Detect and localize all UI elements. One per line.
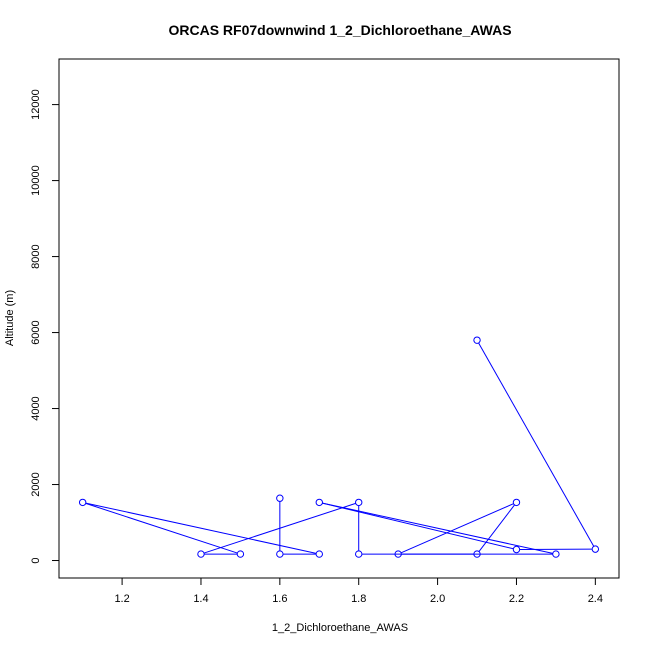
x-axis: 1.2 1.4 1.6 1.8 2.0 2.2 2.4 [114, 577, 603, 605]
series-segment [85, 502, 238, 554]
data-point [473, 336, 481, 344]
series-segment [322, 502, 514, 550]
data-point [512, 545, 521, 554]
y-tick-label: 8000 [30, 244, 42, 268]
x-axis-label: 1_2_Dichloroethane_AWAS [272, 622, 408, 634]
plot-frame [58, 58, 620, 579]
series-segment [322, 502, 553, 554]
data-point [355, 498, 363, 507]
data-point [276, 550, 284, 558]
x-tick-label: 1.8 [351, 593, 366, 605]
data-point [276, 494, 284, 502]
data-point [236, 550, 245, 558]
y-axis: 0 2000 4000 6000 8000 10000 12000 [30, 89, 60, 564]
data-point [78, 498, 87, 507]
series-segment [400, 503, 514, 554]
y-axis-label: Altitude (m) [4, 290, 16, 346]
data-point [315, 498, 323, 507]
y-tick-label: 10000 [30, 165, 42, 196]
chart-title: ORCAS RF07downwind 1_2_Dichloroethane_AW… [168, 22, 511, 38]
x-tick-label: 1.4 [193, 593, 208, 605]
x-tick-label: 1.6 [272, 593, 287, 605]
x-tick-label: 1.2 [114, 593, 129, 605]
y-tick-label: 4000 [30, 396, 42, 420]
y-tick-label: 0 [30, 557, 42, 563]
x-tick-label: 2.0 [430, 593, 445, 605]
series-layer [78, 336, 600, 558]
y-tick-label: 2000 [30, 472, 42, 496]
data-point [315, 550, 323, 558]
series-segment [478, 342, 595, 547]
data-point [197, 550, 205, 558]
data-point [355, 550, 363, 558]
data-point [473, 550, 481, 558]
y-tick-label: 12000 [30, 89, 42, 120]
x-tick-label: 2.2 [509, 593, 524, 605]
y-tick-label: 6000 [30, 320, 42, 344]
data-point [512, 498, 521, 507]
data-point [591, 545, 600, 553]
series-segment [478, 504, 515, 552]
data-point [552, 550, 560, 558]
data-point [394, 550, 402, 558]
series-segment [85, 502, 317, 554]
x-tick-label: 2.4 [588, 593, 603, 605]
